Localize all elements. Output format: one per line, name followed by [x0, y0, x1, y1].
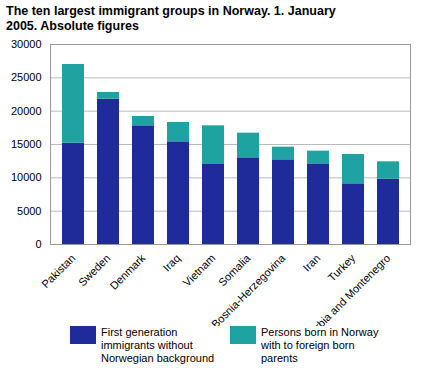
html-text:Persons born in Norway with to: Persons born in Norway with to foreign b… [261, 326, 379, 364]
svg-text:25000: 25000 [11, 71, 42, 83]
svg-text:5000: 5000 [17, 205, 41, 217]
svg-text:20000: 20000 [11, 105, 42, 117]
svg-text:Vietnam: Vietnam [181, 252, 218, 289]
svg-text:Iran: Iran [301, 252, 323, 274]
svg-text:Sweden: Sweden [75, 251, 113, 289]
svg-text:30000: 30000 [11, 38, 42, 50]
svg-text:Pakistan: Pakistan [39, 252, 77, 290]
svg-text:10000: 10000 [11, 171, 42, 183]
svg-text:0: 0 [35, 238, 41, 250]
svg-text:Denmark: Denmark [107, 251, 147, 291]
html-text:The ten largest immigrant grou: The ten largest immigrant groups in Norw… [6, 4, 336, 33]
svg-text:Serbia and Montenegro: Serbia and Montenegro [303, 252, 393, 326]
svg-text:Iraq: Iraq [161, 252, 183, 274]
svg-text:Somalia: Somalia [215, 251, 253, 289]
html-text:First generation immigrants wi: First generation immigrants without Norw… [101, 326, 215, 364]
svg-text:15000: 15000 [11, 138, 42, 150]
svg-text:Turkey: Turkey [325, 251, 357, 283]
svg-text:Bosnia-Herzegovina: Bosnia-Herzegovina [209, 251, 288, 326]
